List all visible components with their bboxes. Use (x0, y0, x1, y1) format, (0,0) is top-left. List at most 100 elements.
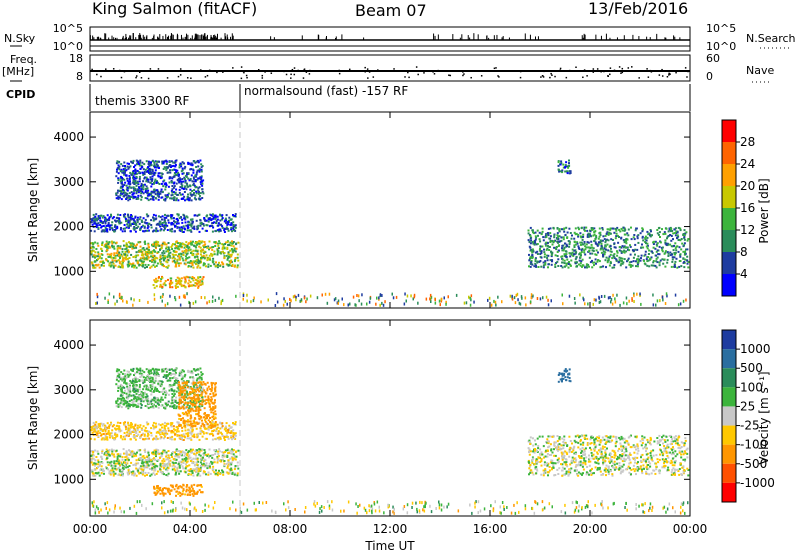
range-cell (161, 430, 164, 432)
range-cell (230, 436, 233, 439)
range-cell (132, 256, 135, 258)
range-cell (147, 194, 150, 196)
range-cell (97, 215, 100, 218)
range-cell (188, 246, 191, 249)
range-cell (133, 264, 136, 267)
range-cell (632, 260, 635, 263)
range-cell (542, 239, 545, 242)
range-cell (175, 430, 178, 433)
range-cell (231, 472, 234, 475)
range-cell (146, 227, 149, 230)
range-cell (210, 454, 213, 457)
range-cell (153, 171, 156, 174)
range-cell (146, 430, 149, 433)
range-cell (609, 232, 612, 235)
range-cell (574, 251, 577, 254)
range-cell (175, 286, 177, 289)
range-cell (148, 167, 151, 170)
range-cell (195, 192, 198, 195)
range-cell (103, 245, 106, 248)
range-cell (513, 296, 516, 300)
range-cell (147, 464, 150, 467)
range-cell (625, 240, 628, 243)
range-cell (586, 266, 588, 269)
range-cell (564, 234, 567, 237)
range-cell (94, 449, 97, 452)
range-cell (169, 464, 172, 467)
y-tick-label: 3000 (53, 175, 84, 189)
range-cell (227, 229, 230, 232)
range-cell (155, 450, 157, 453)
nave-point (293, 73, 296, 76)
range-cell (231, 230, 233, 233)
range-cell (166, 302, 169, 306)
nave-point (437, 69, 439, 72)
range-cell (140, 164, 143, 167)
range-cell (217, 471, 219, 474)
range-cell (160, 196, 163, 199)
range-cell (656, 229, 659, 231)
range-cell (535, 251, 537, 254)
range-cell (122, 421, 125, 424)
range-cell (191, 277, 194, 280)
range-cell (413, 295, 416, 299)
range-cell (176, 428, 179, 431)
range-cell (665, 243, 668, 246)
range-cell (118, 464, 121, 467)
nave-point (308, 73, 311, 75)
range-cell (201, 182, 204, 185)
range-cell (194, 174, 197, 177)
nave-point (245, 74, 248, 77)
range-cell (133, 228, 136, 231)
range-cell (636, 263, 639, 266)
range-cell (184, 245, 187, 247)
range-cell (127, 434, 130, 437)
range-cell (599, 234, 602, 236)
range-cell (551, 252, 554, 255)
range-cell (127, 458, 130, 461)
range-cell (354, 303, 356, 307)
range-cell (640, 246, 643, 249)
range-cell (149, 467, 151, 470)
range-cell (184, 218, 187, 221)
range-cell (201, 188, 204, 191)
range-cell (176, 276, 179, 279)
range-cell (169, 164, 172, 167)
range-cell (205, 219, 208, 222)
range-cell (584, 302, 586, 306)
range-cell (560, 239, 563, 242)
range-cell (219, 472, 222, 475)
range-cell (171, 281, 174, 284)
range-cell (577, 233, 580, 236)
range-cell (140, 260, 143, 263)
range-cell (172, 451, 174, 454)
range-cell (160, 278, 163, 280)
range-cell (112, 464, 115, 467)
range-cell (95, 213, 98, 216)
range-cell (192, 193, 195, 196)
range-cell (648, 232, 651, 235)
range-cell (202, 264, 205, 267)
range-cell (169, 251, 172, 254)
range-cell (652, 243, 655, 245)
range-cell (212, 454, 215, 456)
range-cell (543, 255, 546, 258)
range-cell (197, 252, 200, 255)
range-cell (155, 435, 158, 438)
range-cell (188, 437, 191, 440)
range-cell (232, 435, 235, 438)
range-cell (686, 239, 689, 242)
range-cell (225, 254, 228, 257)
range-cell (110, 227, 113, 230)
range-cell (644, 241, 647, 243)
range-cell (186, 292, 188, 296)
range-cell (138, 263, 141, 266)
range-cell (185, 258, 188, 261)
range-cell (177, 450, 179, 453)
range-cell (94, 423, 97, 426)
range-cell (163, 406, 165, 409)
range-cell (126, 189, 129, 192)
range-cell (90, 426, 93, 429)
nave-point (620, 72, 622, 74)
range-cell (120, 227, 122, 229)
